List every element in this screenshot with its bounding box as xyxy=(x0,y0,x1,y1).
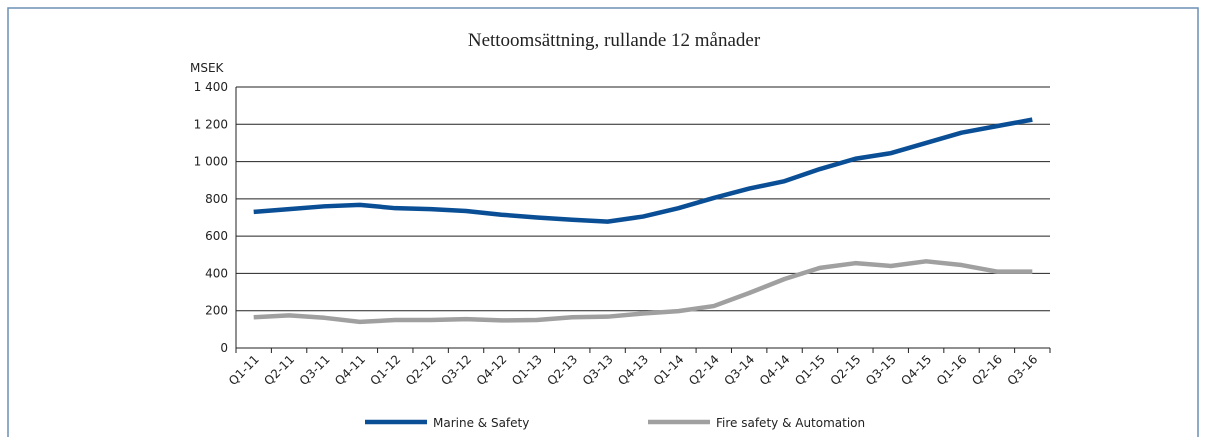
chart-title: Nettoomsättning, rullande 12 månader xyxy=(468,30,761,51)
x-tick-label: Q2-16 xyxy=(969,352,1005,388)
legend-label: Fire safety & Automation xyxy=(716,416,865,430)
x-tick-label: Q1-16 xyxy=(934,352,970,388)
y-tick-label: 1 400 xyxy=(194,80,228,94)
y-tick-label: 1 000 xyxy=(194,155,228,169)
x-tick-label: Q2-14 xyxy=(686,352,722,388)
y-tick-label: 1 200 xyxy=(194,117,228,131)
x-tick-label: Q4-12 xyxy=(474,352,510,388)
x-tick-label: Q1-14 xyxy=(651,352,687,388)
x-tick-label: Q3-11 xyxy=(297,352,333,388)
x-tick-label: Q2-11 xyxy=(261,352,297,388)
x-tick-label: Q1-11 xyxy=(226,352,262,388)
x-tick-label: Q4-13 xyxy=(615,352,651,388)
x-tick-label: Q4-11 xyxy=(332,352,368,388)
legend-label: Marine & Safety xyxy=(433,416,529,430)
y-tick-label: 800 xyxy=(205,192,228,206)
y-tick-label: 0 xyxy=(220,341,228,355)
frame xyxy=(7,7,1199,437)
x-tick-label: Q2-15 xyxy=(828,352,864,388)
x-tick-label: Q1-13 xyxy=(509,352,545,388)
x-tick-label: Q4-14 xyxy=(757,352,793,388)
series-line xyxy=(253,259,1033,325)
y-tick-label: 200 xyxy=(205,304,228,318)
x-tick-label: Q2-13 xyxy=(544,352,580,388)
x-tick-label: Q3-13 xyxy=(580,352,616,388)
y-tick-label: 400 xyxy=(205,266,228,280)
x-tick-label: Q3-15 xyxy=(863,352,899,388)
y-axis-label: MSEK xyxy=(190,61,225,75)
x-tick-label: Q3-16 xyxy=(1005,352,1041,388)
x-tick-label: Q4-15 xyxy=(898,352,934,388)
y-tick-label: 600 xyxy=(205,229,228,243)
x-tick-label: Q1-12 xyxy=(368,352,404,388)
x-tick-label: Q1-15 xyxy=(792,352,828,388)
series-line xyxy=(253,117,1033,224)
x-tick-label: Q3-14 xyxy=(721,352,757,388)
x-tick-label: Q2-12 xyxy=(403,352,439,388)
x-tick-label: Q3-12 xyxy=(438,352,474,388)
